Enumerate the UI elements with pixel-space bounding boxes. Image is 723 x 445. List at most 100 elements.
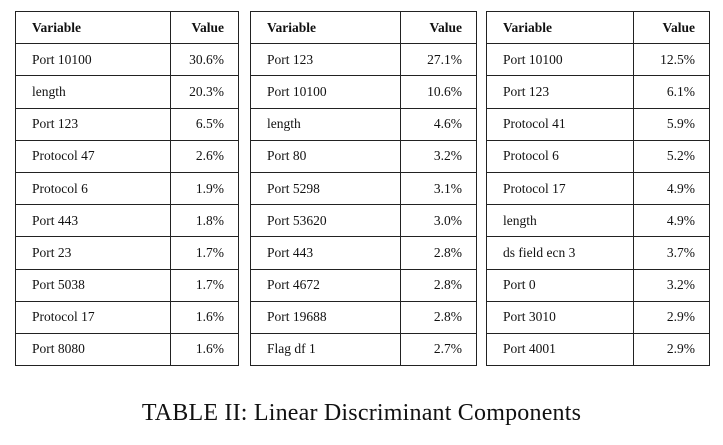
- value-cell: 3.1%: [400, 171, 477, 206]
- variable-cell: Port 5298: [250, 171, 401, 206]
- table-row: Port 123 6.1%: [486, 75, 710, 109]
- value-cell: 12.5%: [633, 43, 710, 77]
- table-row: Protocol 47 2.6%: [15, 139, 239, 173]
- variable-cell: Port 10100: [486, 43, 634, 77]
- table-header-row: Variable Value: [250, 10, 477, 45]
- value-cell: 4.9%: [633, 204, 710, 238]
- value-cell: 1.7%: [170, 268, 239, 302]
- table-row: Port 10100 10.6%: [250, 75, 477, 109]
- variable-cell: Port 23: [15, 236, 171, 270]
- component-table-3: Variable Value Port 10100 12.5% Port 123 6…: [486, 10, 710, 367]
- value-cell: 1.9%: [170, 171, 239, 206]
- variable-cell: Port 10100: [15, 43, 171, 77]
- table-row: Port 123 27.1%: [250, 43, 477, 77]
- variable-cell: Protocol 6: [15, 171, 171, 206]
- value-header: Value: [633, 10, 710, 45]
- table-row: Protocol 17 4.9%: [486, 171, 710, 206]
- value-cell: 2.8%: [400, 268, 477, 302]
- table-header-row: Variable Value: [486, 10, 710, 45]
- table-row: Port 53620 3.0%: [250, 204, 477, 238]
- table-row: Port 0 3.2%: [486, 268, 710, 302]
- value-cell: 2.8%: [400, 236, 477, 270]
- value-cell: 1.6%: [170, 332, 239, 367]
- component-table-1: Variable Value Port 10100 30.6% length 20.…: [15, 10, 239, 367]
- variable-cell: ds field ecn 3: [486, 236, 634, 270]
- variable-cell: Protocol 6: [486, 139, 634, 173]
- variable-cell: Port 123: [15, 107, 171, 141]
- variable-cell: Port 3010: [486, 300, 634, 334]
- value-cell: 3.2%: [400, 139, 477, 173]
- variable-cell: Port 443: [15, 204, 171, 238]
- value-cell: 6.1%: [633, 75, 710, 109]
- table-row: Port 4672 2.8%: [250, 268, 477, 302]
- table-row: Protocol 17 1.6%: [15, 300, 239, 334]
- component-tables: Variable Value Port 10100 30.6% length 20.…: [15, 10, 710, 377]
- variable-header: Variable: [250, 10, 401, 45]
- value-cell: 20.3%: [170, 75, 239, 109]
- table-row: length 20.3%: [15, 75, 239, 109]
- component-table-2: Variable Value Port 123 27.1% Port 10100 1…: [250, 10, 477, 367]
- variable-cell: Protocol 41: [486, 107, 634, 141]
- table-row: Port 23 1.7%: [15, 236, 239, 270]
- variable-cell: Port 4672: [250, 268, 401, 302]
- variable-cell: Port 443: [250, 236, 401, 270]
- table-row: Flag df 1 2.7%: [250, 332, 477, 367]
- table-row: Port 19688 2.8%: [250, 300, 477, 334]
- variable-cell: Port 5038: [15, 268, 171, 302]
- value-cell: 1.8%: [170, 204, 239, 238]
- value-cell: 5.9%: [633, 107, 710, 141]
- table-row: Port 4001 2.9%: [486, 332, 710, 367]
- value-cell: 3.2%: [633, 268, 710, 302]
- variable-header: Variable: [486, 10, 634, 45]
- table-row: Port 8080 1.6%: [15, 332, 239, 367]
- variable-cell: Protocol 47: [15, 139, 171, 173]
- variable-cell: Flag df 1: [250, 332, 401, 367]
- value-cell: 6.5%: [170, 107, 239, 141]
- value-header: Value: [400, 10, 477, 45]
- value-cell: 4.9%: [633, 171, 710, 206]
- value-cell: 2.9%: [633, 332, 710, 367]
- value-header: Value: [170, 10, 239, 45]
- variable-cell: length: [15, 75, 171, 109]
- value-cell: 2.7%: [400, 332, 477, 367]
- variable-cell: Protocol 17: [15, 300, 171, 334]
- table-row: length 4.6%: [250, 107, 477, 141]
- table-row: Port 443 1.8%: [15, 204, 239, 238]
- table-caption: TABLE II: Linear Discriminant Components: [141, 400, 582, 426]
- table-row: Port 443 2.8%: [250, 236, 477, 270]
- value-cell: 3.0%: [400, 204, 477, 238]
- table-row: Port 3010 2.9%: [486, 300, 710, 334]
- variable-cell: Port 19688: [250, 300, 401, 334]
- variable-cell: Port 4001: [486, 332, 634, 367]
- value-cell: 2.9%: [633, 300, 710, 334]
- value-cell: 1.6%: [170, 300, 239, 334]
- variable-cell: Port 53620: [250, 204, 401, 238]
- table-row: Port 10100 30.6%: [15, 43, 239, 77]
- variable-cell: Protocol 17: [486, 171, 634, 206]
- variable-cell: Port 80: [250, 139, 401, 173]
- value-cell: 3.7%: [633, 236, 710, 270]
- table-row: Port 5038 1.7%: [15, 268, 239, 302]
- value-cell: 10.6%: [400, 75, 477, 109]
- variable-cell: Port 10100: [250, 75, 401, 109]
- variable-cell: Port 0: [486, 268, 634, 302]
- table-row: Port 80 3.2%: [250, 139, 477, 173]
- variable-cell: length: [486, 204, 634, 238]
- table-row: Protocol 41 5.9%: [486, 107, 710, 141]
- variable-cell: length: [250, 107, 401, 141]
- value-cell: 2.6%: [170, 139, 239, 173]
- value-cell: 2.8%: [400, 300, 477, 334]
- value-cell: 1.7%: [170, 236, 239, 270]
- value-cell: 4.6%: [400, 107, 477, 141]
- value-cell: 5.2%: [633, 139, 710, 173]
- table-row: Protocol 6 1.9%: [15, 171, 239, 206]
- variable-cell: Port 8080: [15, 332, 171, 367]
- variable-cell: Port 123: [250, 43, 401, 77]
- table-header-row: Variable Value: [15, 10, 239, 45]
- table-row: Port 10100 12.5%: [486, 43, 710, 77]
- variable-header: Variable: [15, 10, 171, 45]
- table-row: Port 5298 3.1%: [250, 171, 477, 206]
- table-row: Protocol 6 5.2%: [486, 139, 710, 173]
- value-cell: 30.6%: [170, 43, 239, 77]
- variable-cell: Port 123: [486, 75, 634, 109]
